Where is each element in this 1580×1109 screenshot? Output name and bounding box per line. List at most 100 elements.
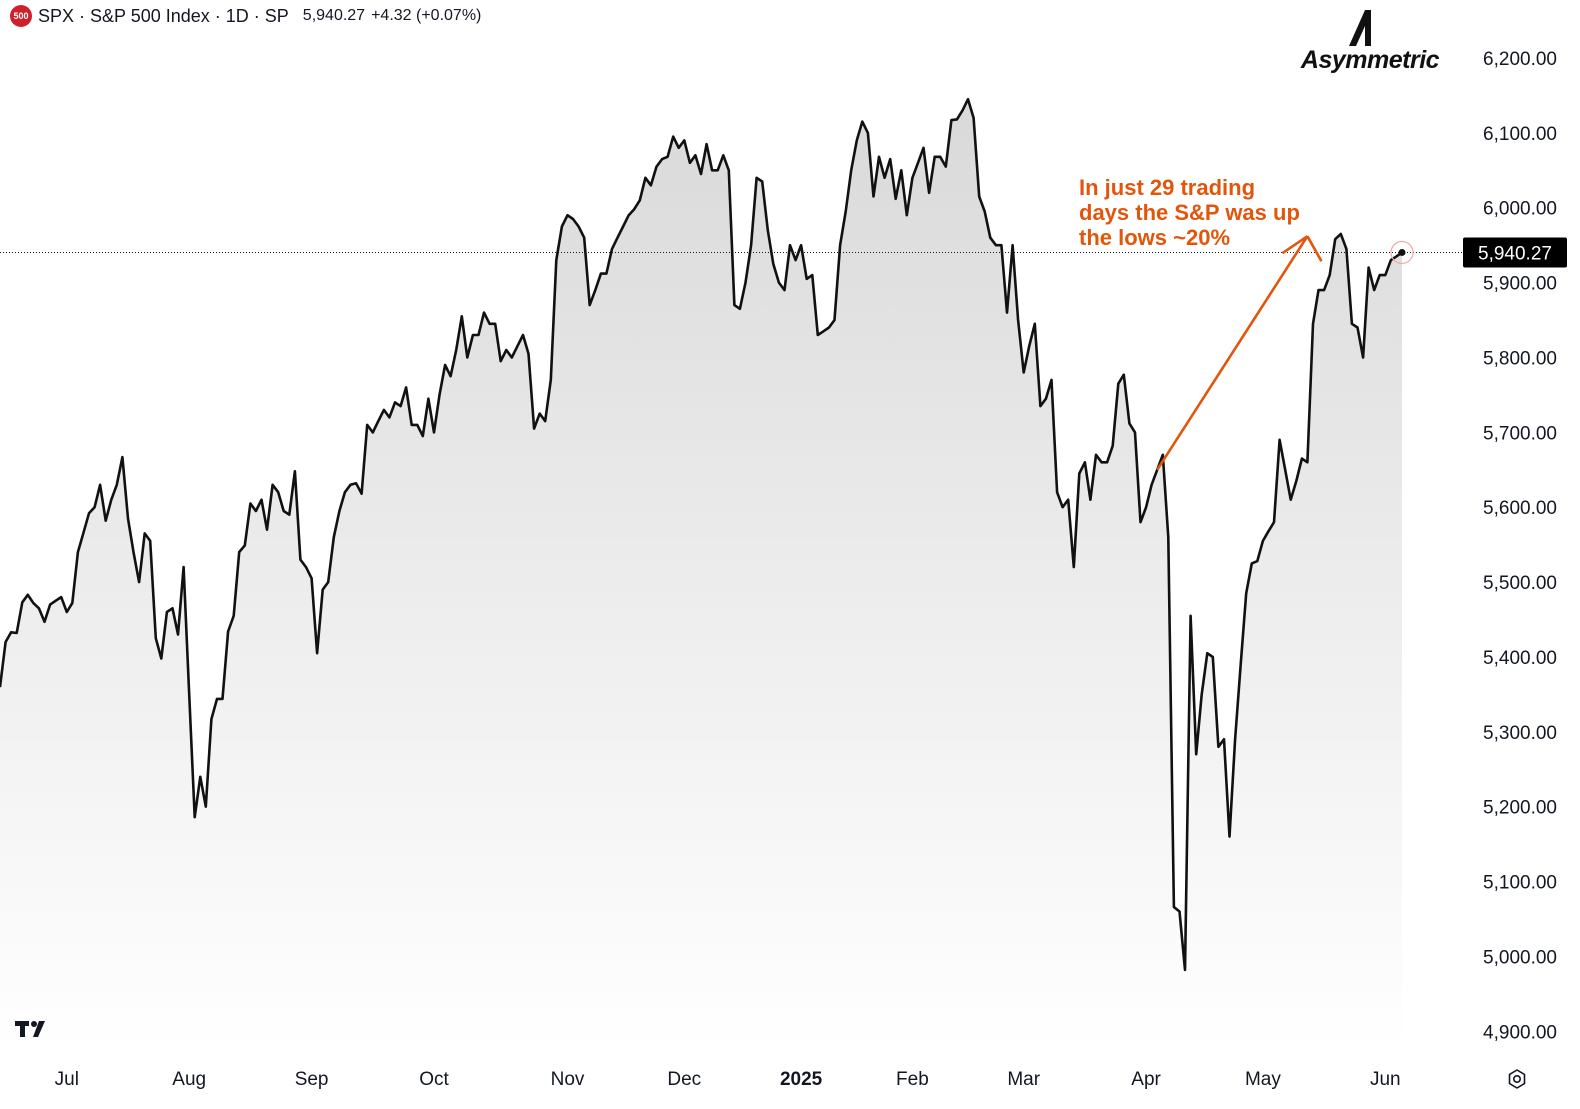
price-point (1284, 469, 1286, 471)
price-point (1117, 383, 1119, 385)
price-point (144, 532, 146, 535)
price-point (427, 398, 429, 400)
price-point (138, 581, 140, 583)
price-point (984, 210, 986, 213)
price-point (466, 356, 468, 359)
price-point (1228, 836, 1231, 838)
price-point (32, 602, 35, 604)
price-point (366, 424, 368, 426)
price-point (795, 259, 797, 261)
annotation-arrowhead-left (1281, 235, 1309, 255)
price-point (889, 158, 891, 160)
price-point (1106, 461, 1108, 463)
price-point (110, 499, 112, 501)
price-point (744, 282, 747, 284)
price-point (183, 566, 185, 568)
price-point (1273, 521, 1275, 523)
price-point (255, 510, 257, 512)
y-axis[interactable]: 6,200.00 6,100.00 6,000.00 5,900.00 5,800.00… (1483, 49, 1557, 1043)
price-point (66, 611, 68, 613)
price-point (99, 484, 101, 486)
annotation-line-3: the lows ~20% (1079, 225, 1231, 250)
x-tick-label: Nov (551, 1069, 585, 1090)
price-point (973, 117, 975, 119)
price-point (1384, 274, 1386, 276)
price-point (277, 491, 279, 493)
price-point (338, 510, 340, 512)
price-point (1356, 326, 1359, 329)
price-point (1312, 323, 1314, 325)
price-point (789, 244, 791, 246)
price-point (616, 237, 619, 239)
y-tick-label: 6,200.00 (1483, 49, 1557, 70)
price-point (444, 364, 446, 366)
price-point (5, 641, 7, 643)
price-point (533, 428, 535, 430)
price-point (900, 169, 902, 171)
price-point (283, 510, 285, 512)
price-point (628, 214, 630, 216)
price-point (16, 632, 18, 634)
price-point (845, 210, 847, 213)
price-point (928, 192, 930, 194)
price-point (1139, 521, 1142, 523)
price-point (1050, 379, 1053, 381)
price-point (344, 491, 346, 493)
price-point (71, 602, 73, 604)
price-point (1217, 746, 1219, 748)
price-point (1345, 248, 1347, 250)
price-point (1195, 753, 1197, 755)
price-point (1112, 445, 1114, 447)
price-point (945, 166, 947, 168)
asymmetric-logo: Asymmetric (1295, 8, 1445, 74)
price-point (1023, 371, 1025, 374)
price-point (1034, 323, 1036, 325)
price-point (644, 177, 647, 179)
price-point (294, 470, 296, 472)
tradingview-logo-icon[interactable] (14, 1018, 54, 1040)
annotation-line-2: days the S&P was up (1079, 200, 1300, 225)
price-point (711, 169, 713, 171)
price-point (1095, 454, 1097, 456)
x-axis[interactable]: Jul Aug Sep Oct Nov Dec 2025 Feb Mar Apr May Jun (55, 1069, 1401, 1090)
price-point (316, 652, 318, 654)
price-point (1301, 458, 1303, 460)
price-point (655, 166, 658, 168)
price-point (1012, 244, 1014, 246)
price-point (1173, 906, 1175, 908)
price-point (194, 816, 196, 818)
price-point (1078, 472, 1080, 475)
price-point (778, 282, 780, 284)
price-point (872, 195, 875, 198)
price-point (450, 375, 452, 377)
price-point (1101, 461, 1103, 463)
header-price: 5,940.27 (302, 7, 366, 24)
price-point (394, 401, 396, 403)
price-point (1056, 491, 1058, 493)
symbol-title[interactable]: SPX · S&P 500 Index · 1D · SP (38, 5, 289, 26)
price-point (850, 169, 852, 171)
price-point (756, 177, 758, 179)
price-point (1262, 540, 1264, 542)
price-point (956, 118, 958, 120)
symbol-header[interactable]: 500 SPX · S&P 500 Index · 1D · SP 5,940.… (10, 5, 481, 27)
price-point (494, 323, 496, 325)
price-point (822, 330, 825, 332)
y-tick-label: 6,100.00 (1483, 124, 1557, 145)
price-point (967, 98, 969, 100)
x-tick-label: Oct (419, 1069, 449, 1090)
price-point (505, 349, 507, 351)
price-point (116, 484, 118, 486)
price-point (322, 589, 324, 591)
price-point (611, 248, 613, 250)
y-tick-label: 5,700.00 (1483, 423, 1557, 444)
annotation-line-1: In just 29 trading (1079, 175, 1256, 200)
x-tick-label: Aug (172, 1069, 206, 1090)
y-tick-label: 4,900.00 (1483, 1022, 1557, 1043)
x-tick-label: Dec (667, 1069, 701, 1090)
price-point (1134, 431, 1136, 433)
settings-icon[interactable] (1506, 1068, 1528, 1090)
price-point (661, 158, 663, 160)
price-point (49, 604, 51, 606)
price-point (767, 229, 769, 231)
